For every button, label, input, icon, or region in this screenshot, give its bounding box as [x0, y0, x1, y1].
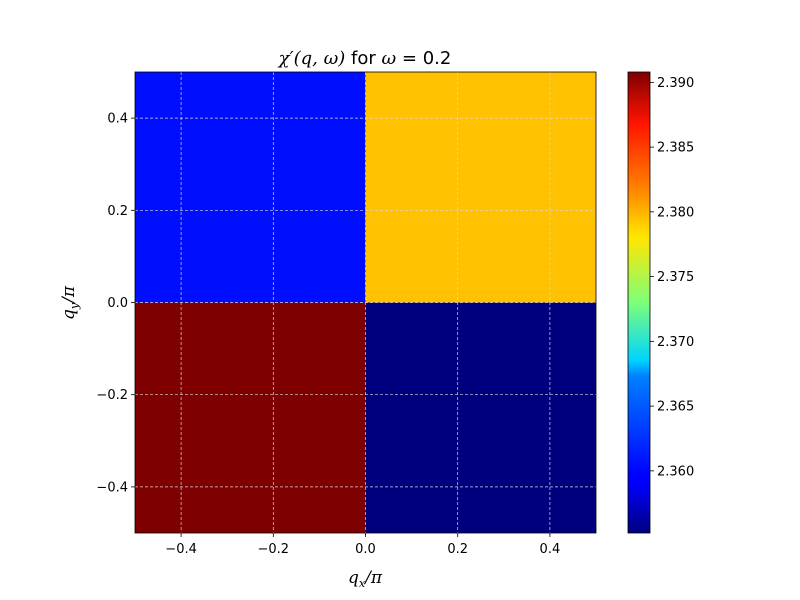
x-tick-label-4: 0.2: [447, 542, 468, 557]
y-label-sub: y: [68, 302, 81, 310]
colorbar-tick-label-1: 2.360: [657, 464, 694, 479]
y-tick-label-1: −0.4: [96, 480, 128, 495]
title-text: for: [345, 48, 381, 69]
title-math: χ′(q, ω): [277, 48, 346, 69]
colorbar-tick-label-4: 2.375: [657, 270, 694, 285]
colorbar-tick-label-5: 2.380: [657, 205, 694, 220]
title-value: = 0.2: [396, 48, 451, 69]
x-tick-label-2: −0.2: [258, 542, 290, 557]
heatmap-cells: [135, 72, 596, 533]
x-tick-label-3: 0.0: [355, 542, 376, 557]
grid-lines: [135, 72, 596, 533]
y-label-base: q: [59, 309, 79, 320]
heatmap-cell-3: [135, 302, 366, 533]
title-omega: ω: [382, 48, 397, 69]
x-axis-label: qx/π: [348, 568, 383, 590]
x-axis-ticks: −0.4 −0.2 0.0 0.2 0.4: [165, 533, 560, 557]
x-label-base: q: [348, 568, 359, 588]
y-axis-label: qy/π: [59, 285, 81, 320]
x-label-sub: x: [359, 577, 366, 590]
x-tick-label-1: −0.4: [165, 542, 197, 557]
x-tick-label-5: 0.4: [540, 542, 561, 557]
heatmap-cell-4: [365, 302, 596, 533]
y-tick-label-5: 0.4: [107, 112, 128, 127]
colorbar-ticks: 2.360 2.365 2.370 2.375 2.380 2.385 2.390: [650, 76, 694, 479]
colorbar-tick-label-2: 2.365: [657, 400, 694, 415]
y-axis-ticks: −0.4 −0.2 0.0 0.2 0.4: [96, 112, 135, 495]
y-tick-label-3: 0.0: [107, 296, 128, 311]
colorbar-tick-label-6: 2.385: [657, 141, 694, 156]
heatmap-cell-2: [365, 72, 596, 303]
colorbar: 2.360 2.365 2.370 2.375 2.380 2.385 2.390: [627, 71, 694, 534]
y-label-suffix: /π: [59, 285, 79, 305]
heatmap-cell-1: [135, 72, 366, 303]
x-label-suffix: /π: [363, 568, 383, 588]
colorbar-tick-label-3: 2.370: [657, 335, 694, 350]
colorbar-frame: [627, 71, 651, 534]
chart-title: χ′(q, ω) for ω = 0.2: [277, 48, 452, 69]
y-tick-label-4: 0.2: [107, 204, 128, 219]
colorbar-gradient: [628, 72, 650, 533]
colorbar-tick-label-7: 2.390: [657, 76, 694, 91]
y-tick-label-2: −0.2: [96, 388, 128, 403]
